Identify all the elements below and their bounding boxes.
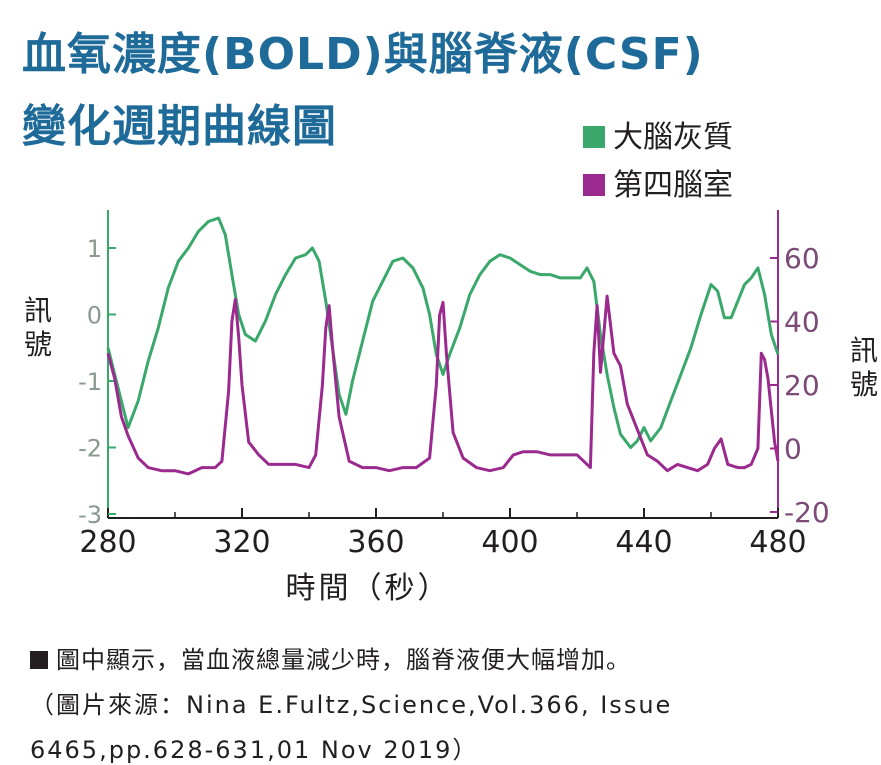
caption-source-line1: （圖片來源：Nina E.Fultz,Science,Vol.366, Issu… bbox=[30, 691, 673, 719]
left-y-axis-label-char: 號 bbox=[24, 328, 52, 361]
right-y-tick-label: 40 bbox=[784, 306, 820, 339]
left-y-axis-label-char: 訊 bbox=[24, 294, 52, 327]
caption-main: 圖中顯示，當血液總量減少時，腦脊液便大幅增加。 bbox=[30, 640, 631, 675]
left-y-tick-label: 0 bbox=[87, 302, 102, 330]
right-y-tick-label: 0 bbox=[784, 433, 802, 466]
left-y-tick-label: -3 bbox=[78, 501, 102, 529]
legend-item-csf: 第四腦室 bbox=[583, 160, 733, 204]
x-tick-label-440: 440 bbox=[615, 525, 672, 560]
right-y-axis-label-char: 訊 bbox=[850, 334, 878, 367]
caption-source-line2: 6465,pp.628-631,01 Nov 2019） bbox=[30, 736, 479, 764]
right-y-tick-label: -20 bbox=[784, 496, 830, 529]
x-axis-label: 時間（秒） bbox=[286, 571, 451, 606]
right-y-tick-label: 60 bbox=[784, 242, 820, 275]
bullet-square-icon bbox=[30, 651, 48, 669]
legend-swatch-gray-matter bbox=[583, 126, 605, 148]
left-y-tick-label: -1 bbox=[78, 368, 102, 396]
x-tick-label-280: 280 bbox=[79, 525, 136, 560]
x-tick-label-400: 400 bbox=[481, 525, 538, 560]
chart-title-line1: 血氧濃度(BOLD)與腦脊液(CSF) bbox=[22, 29, 704, 80]
x-tick-label-360: 360 bbox=[347, 525, 404, 560]
left-y-tick-label: 1 bbox=[87, 235, 102, 263]
series-line-gray-matter bbox=[106, 216, 780, 449]
legend-label-gray-matter: 大腦灰質 bbox=[613, 120, 733, 155]
right-y-axis-label-char: 號 bbox=[850, 368, 878, 401]
legend-label-csf: 第四腦室 bbox=[613, 168, 733, 203]
right-y-tick-label: 20 bbox=[784, 369, 820, 402]
left-y-tick-label: -2 bbox=[78, 435, 102, 463]
legend-swatch-csf bbox=[583, 174, 605, 196]
legend-item-gray-matter: 大腦灰質 bbox=[583, 112, 733, 156]
caption-main-text: 圖中顯示，當血液總量減少時，腦脊液便大幅增加。 bbox=[56, 646, 631, 674]
chart-title-line2: 變化週期曲線圖 bbox=[22, 101, 337, 152]
x-tick-label-320: 320 bbox=[213, 525, 270, 560]
series-line-csf bbox=[106, 294, 780, 476]
x-tick-label-480: 480 bbox=[749, 525, 806, 560]
